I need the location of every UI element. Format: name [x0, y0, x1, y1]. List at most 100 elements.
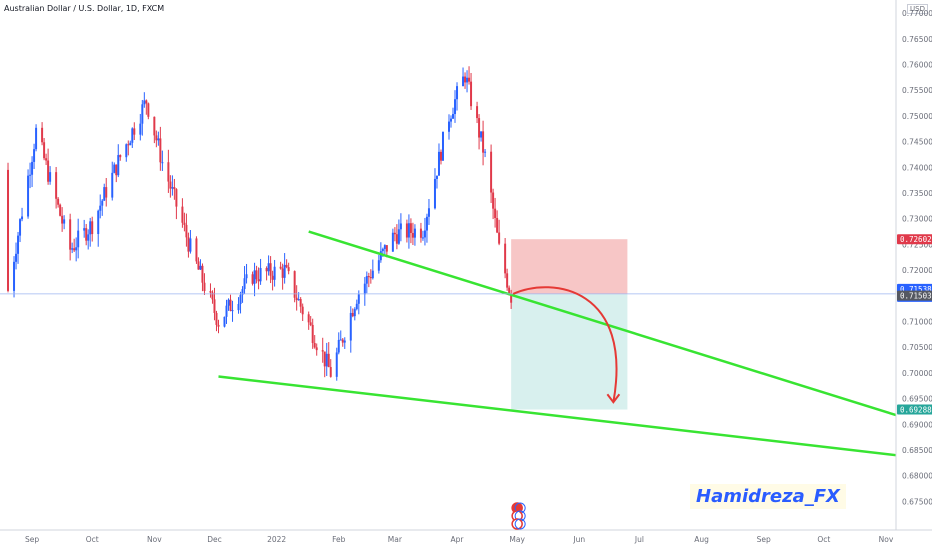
candle-body: [113, 164, 116, 173]
candle-body: [117, 155, 120, 176]
candle-body: [341, 339, 344, 343]
candle-body: [49, 172, 52, 182]
candle-body: [245, 274, 248, 279]
candle-body: [145, 100, 148, 104]
candle-body: [419, 228, 422, 238]
candle-body: [484, 151, 487, 153]
candle-body: [199, 265, 202, 270]
y-tick-label: 0.68000: [902, 472, 932, 481]
candle-body: [391, 232, 394, 252]
candle-body: [71, 248, 74, 250]
y-tick-label: 0.69500: [902, 395, 932, 404]
candle-body: [279, 266, 282, 269]
x-tick-label: Jul: [634, 535, 644, 544]
candle-body: [427, 208, 430, 217]
candle-body: [281, 268, 284, 278]
author-watermark: Hamidreza_FX: [690, 484, 846, 509]
candle-body: [337, 339, 340, 353]
y-tick-label: 0.73000: [902, 215, 932, 224]
candle-body: [133, 128, 136, 135]
candle-body: [97, 210, 100, 235]
candle-body: [482, 131, 485, 153]
y-tick-label: 0.69000: [902, 420, 932, 429]
candle-body: [35, 127, 38, 150]
y-tick-label: 0.74000: [902, 163, 932, 172]
y-tick-label: 0.67500: [902, 497, 932, 506]
candle-body: [225, 305, 228, 317]
candle-body: [311, 324, 314, 343]
price-tag-label: 0.72602: [900, 235, 932, 244]
candle-body: [409, 223, 412, 233]
trendlines: [218, 230, 897, 457]
candle-body: [309, 322, 312, 325]
candle-body: [478, 118, 481, 138]
candle-body: [251, 274, 254, 284]
candle-body: [85, 228, 88, 241]
candle-body: [143, 100, 146, 105]
price-axis: 0.77000 0.76500 0.76000 0.75500 0.75000 0.745…: [895, 0, 932, 530]
candle-body: [385, 245, 388, 252]
x-tick-label: Sep: [25, 535, 39, 544]
candle-body: [476, 106, 479, 119]
candle-body: [323, 351, 326, 367]
candle-body: [99, 205, 102, 211]
lower-trendline: [218, 375, 897, 457]
y-tick-label: 0.70000: [902, 369, 932, 378]
candle-body: [119, 155, 122, 158]
candle-body: [75, 247, 78, 251]
candle-body: [131, 128, 134, 143]
price-tag-label: 0.71538: [900, 285, 932, 294]
candle-body: [253, 270, 256, 284]
candle-body: [299, 299, 302, 307]
candle-body: [269, 263, 272, 276]
candle-body: [181, 206, 184, 223]
candle-body: [496, 218, 499, 233]
candle-body: [187, 237, 190, 252]
candle-body: [43, 142, 46, 159]
candle-body: [55, 172, 58, 199]
candle-body: [425, 216, 428, 231]
candle-body: [379, 251, 382, 261]
x-tick-label: Dec: [207, 535, 222, 544]
arrow-curve: [512, 286, 618, 403]
trade-zones: [511, 239, 628, 410]
y-tick-label: 0.77000: [902, 9, 932, 18]
y-tick-label: 0.76500: [902, 35, 932, 44]
currency-label[interactable]: USD: [907, 4, 928, 14]
candle-body: [504, 243, 507, 274]
candle-body: [239, 294, 242, 305]
candle-body: [327, 353, 330, 368]
candle-body: [494, 208, 497, 219]
candle-body: [498, 232, 501, 244]
candle-body: [223, 316, 226, 327]
candle-body: [439, 151, 442, 161]
price-tag: 0.72602: [897, 234, 932, 244]
candle-body: [466, 77, 469, 83]
price-tag-label: 0.69288: [900, 406, 932, 415]
candle-body: [185, 224, 188, 238]
candle-body: [101, 200, 104, 206]
candle-body: [405, 223, 408, 238]
x-tick-label: Aug: [694, 535, 709, 544]
candle-body: [115, 164, 118, 176]
candle-body: [213, 299, 216, 313]
candle-body: [413, 228, 416, 238]
candle-body: [363, 283, 366, 295]
candle-body: [243, 278, 246, 290]
projection-arrow-icon: [512, 286, 621, 404]
candle-body: [203, 282, 206, 292]
y-tick-label: 0.75500: [902, 86, 932, 95]
candle-body: [161, 162, 164, 164]
take-profit-zone: [511, 293, 628, 410]
candle-body: [83, 228, 86, 231]
candle-body: [265, 268, 268, 272]
candle-body: [339, 339, 342, 341]
candle-body: [29, 174, 32, 176]
candle-body: [87, 234, 90, 241]
candle-body: [353, 309, 356, 317]
candle-body: [271, 275, 274, 280]
candle-body: [63, 219, 66, 224]
price-tag: 0.69288: [897, 404, 932, 415]
candle-body: [141, 104, 144, 124]
